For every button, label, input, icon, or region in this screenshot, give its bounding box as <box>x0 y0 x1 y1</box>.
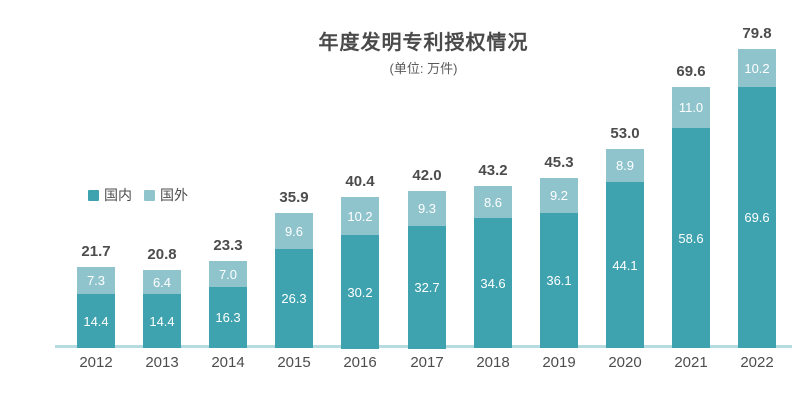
segment-domestic: 30.2 <box>341 235 379 349</box>
x-axis-label: 2015 <box>277 354 311 371</box>
segment-foreign: 7.0 <box>209 261 247 287</box>
stacked-bar: 8.9 44.1 <box>606 149 644 348</box>
segment-domestic: 26.3 <box>275 249 313 348</box>
stacked-bar: 9.3 32.7 <box>408 191 446 349</box>
segment-foreign: 10.2 <box>341 197 379 235</box>
stacked-bar: 6.4 14.4 <box>143 270 181 348</box>
total-label: 35.9 <box>279 189 309 206</box>
stacked-bar: 9.2 36.1 <box>540 178 578 348</box>
x-axis-label: 2012 <box>79 354 113 371</box>
stacked-bar: 10.2 69.6 <box>738 49 776 348</box>
x-axis-label: 2016 <box>343 354 377 371</box>
legend-label-foreign: 国外 <box>160 187 188 203</box>
segment-domestic: 14.4 <box>77 294 115 348</box>
stacked-bar: 10.2 30.2 <box>341 197 379 349</box>
legend-swatch-foreign-icon <box>144 189 155 201</box>
total-label: 23.3 <box>213 237 243 254</box>
chart-subtitle: (单位: 万件) <box>389 61 458 76</box>
legend-item-domestic[interactable]: 国内 <box>88 185 132 205</box>
x-axis-label: 2014 <box>211 354 245 371</box>
segment-domestic: 16.3 <box>209 287 247 348</box>
segment-foreign: 6.4 <box>143 270 181 294</box>
x-axis-label: 2019 <box>542 354 576 371</box>
segment-foreign: 10.2 <box>738 49 776 87</box>
total-label: 79.8 <box>742 25 772 42</box>
segment-domestic: 58.6 <box>672 128 710 348</box>
legend-label-domestic: 国内 <box>104 187 132 203</box>
total-label: 53.0 <box>610 125 640 142</box>
legend: 国内 国外 <box>88 185 188 205</box>
segment-foreign: 8.9 <box>606 149 644 182</box>
stacked-bar: 7.0 16.3 <box>209 261 247 348</box>
total-label: 21.7 <box>81 243 111 260</box>
segment-domestic: 69.6 <box>738 87 776 348</box>
stacked-bar: 9.6 26.3 <box>275 213 313 348</box>
legend-item-foreign[interactable]: 国外 <box>144 185 188 205</box>
segment-domestic: 44.1 <box>606 182 644 348</box>
total-label: 20.8 <box>147 246 177 263</box>
stacked-bar: 7.3 14.4 <box>77 267 115 348</box>
stacked-bar: 11.0 58.6 <box>672 87 710 348</box>
segment-foreign: 9.3 <box>408 191 446 226</box>
legend-swatch-domestic-icon <box>88 189 99 201</box>
x-axis-label: 2022 <box>740 354 774 371</box>
total-label: 42.0 <box>412 167 442 184</box>
stacked-bar: 8.6 34.6 <box>474 186 512 348</box>
chart-title: 年度发明专利授权情况 <box>318 32 529 54</box>
segment-domestic: 36.1 <box>540 213 578 348</box>
x-axis-label: 2013 <box>145 354 179 371</box>
segment-foreign: 7.3 <box>77 267 115 294</box>
segment-foreign: 9.2 <box>540 178 578 213</box>
x-axis-label: 2020 <box>608 354 642 371</box>
segment-domestic: 34.6 <box>474 218 512 348</box>
total-label: 43.2 <box>478 162 508 179</box>
x-axis-label: 2018 <box>476 354 510 371</box>
total-label: 40.4 <box>345 173 375 190</box>
x-axis-label: 2017 <box>410 354 444 371</box>
segment-foreign: 11.0 <box>672 87 710 128</box>
x-axis-label: 2021 <box>674 354 708 371</box>
segment-domestic: 14.4 <box>143 294 181 348</box>
total-label: 69.6 <box>676 63 706 80</box>
segment-domestic: 32.7 <box>408 226 446 349</box>
total-label: 45.3 <box>544 154 574 171</box>
segment-foreign: 9.6 <box>275 213 313 249</box>
segment-foreign: 8.6 <box>474 186 512 218</box>
